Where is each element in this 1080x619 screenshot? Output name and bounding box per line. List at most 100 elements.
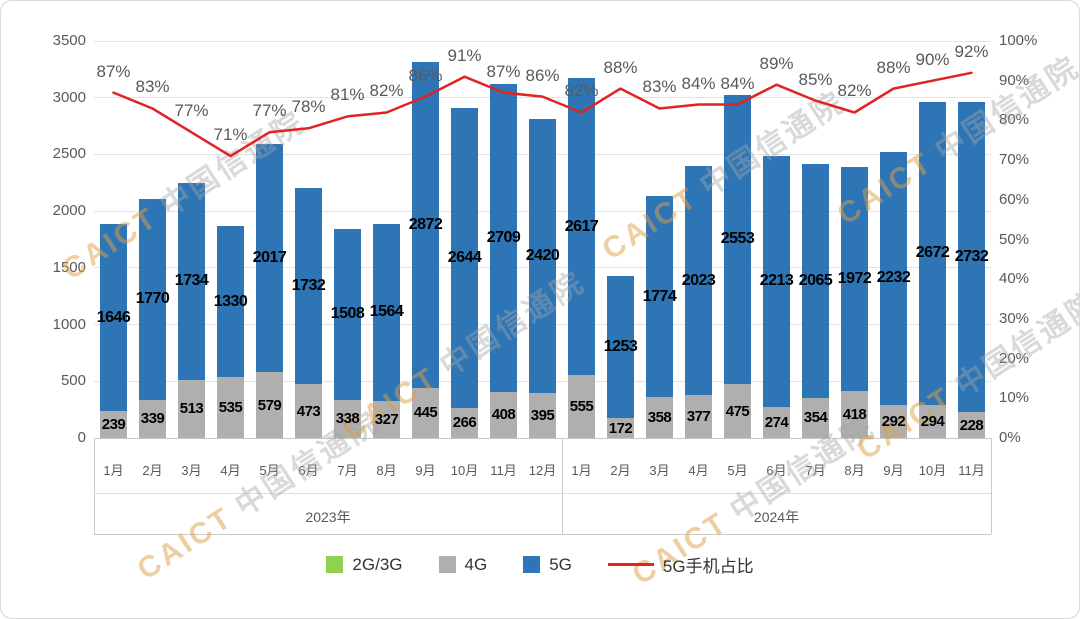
bar-label-4g: 377: [686, 408, 711, 426]
bar-label-4g: 338: [335, 410, 360, 428]
bar-4g-segment: [451, 407, 478, 438]
bar-label-4g: 408: [491, 406, 516, 424]
bar-4g-segment: [100, 410, 127, 438]
bar-label-4g: 579: [257, 396, 282, 414]
legend-item-5g-share: 5G手机占比: [607, 552, 754, 577]
x-axis-month-label: 10月: [918, 463, 947, 478]
bar-label-4g: 445: [413, 404, 438, 422]
x-axis-bottom-line: [94, 534, 991, 535]
x-axis-month-label: 11月: [958, 463, 985, 478]
bar-label-5g: 1646: [96, 308, 131, 326]
bar-label-4g: 239: [101, 415, 126, 433]
bar-label-5g: 2732: [954, 248, 989, 266]
bar-label-4g: 555: [569, 398, 594, 416]
bar-5g-segment: [529, 118, 556, 394]
bar-4g-segment: [763, 406, 790, 438]
bar-label-5g: 2644: [447, 248, 482, 266]
bar-label-5g: 1564: [369, 303, 404, 321]
y-axis-left-tick: 0: [77, 429, 86, 446]
pct-label: 90%: [915, 49, 950, 69]
legend-item-5g: 5G: [523, 555, 572, 575]
bar-label-5g: 2213: [759, 272, 794, 290]
y-axis-right-tick: 100%: [999, 32, 1038, 49]
pct-label: 82%: [837, 81, 872, 101]
bar-4g-segment: [646, 397, 673, 438]
bar-4g-segment: [295, 384, 322, 438]
bar-4g-segment: [841, 390, 868, 438]
bar-5g-segment: [100, 224, 127, 411]
x-axis-month-label: 7月: [805, 463, 826, 478]
x-axis-separator: [561, 438, 563, 534]
bar-5g-segment: [880, 151, 907, 405]
bar-5g-segment: [451, 107, 478, 408]
legend-item-2g3g: 2G/3G: [326, 555, 403, 575]
y-axis-left-tick: 2500: [52, 145, 86, 163]
bar-label-5g: 2553: [720, 230, 755, 248]
bar-label-5g: 2420: [525, 246, 560, 264]
bar-label-4g: 172: [608, 419, 633, 437]
bar-5g-segment: [334, 228, 361, 400]
x-axis-month-label: 2月: [610, 463, 631, 478]
bar-label-5g: 1972: [837, 269, 872, 287]
x-axis-month-label: 4月: [688, 463, 709, 478]
pct-label: 77%: [174, 101, 209, 121]
x-axis-divider: [94, 493, 991, 494]
y-axis-right-tick: 10%: [999, 389, 1030, 407]
bar-4g-segment: [724, 384, 751, 438]
bar-label-4g: 354: [803, 409, 828, 427]
pct-label: 88%: [603, 57, 638, 77]
legend-label-5g-share: 5G手机占比: [662, 557, 754, 576]
bar-label-5g: 2017: [252, 248, 287, 266]
y-axis-left-tick: 1500: [52, 258, 86, 276]
bar-4g-segment: [529, 393, 556, 438]
x-axis-month-label: 2月: [142, 463, 163, 478]
x-axis-month-label: 8月: [376, 463, 397, 478]
legend-swatch-2g3g: [326, 556, 344, 573]
bar-5g-segment: [802, 163, 829, 398]
bar-label-4g: 327: [374, 410, 399, 428]
bar-5g-segment: [841, 166, 868, 391]
x-axis-month-label: 3月: [181, 463, 202, 478]
pct-label: 84%: [720, 73, 755, 93]
bar-4g-segment: [880, 404, 907, 438]
y-axis-right-tick: 40%: [999, 270, 1030, 288]
bar-4g-segment: [412, 387, 439, 438]
bar-label-5g: 1330: [213, 292, 248, 310]
x-axis-month-label: 3月: [649, 463, 670, 478]
bar-label-5g: 1732: [291, 277, 326, 295]
bar-label-5g: 2065: [798, 271, 833, 289]
bar-5g-segment: [139, 198, 166, 400]
gridline: [94, 40, 991, 42]
x-axis-month-label: 11月: [490, 463, 517, 478]
y-axis-right-tick: 20%: [999, 349, 1030, 367]
bar-label-5g: 1508: [330, 305, 365, 323]
bar-label-4g: 473: [296, 402, 321, 420]
x-axis-month-label: 4月: [220, 463, 241, 478]
pct-label: 86%: [408, 65, 443, 85]
bar-label-4g: 292: [881, 412, 906, 430]
x-axis-month-label: 10月: [450, 463, 479, 478]
legend-line-sample: [607, 563, 654, 566]
x-axis-month-label: 12月: [528, 463, 557, 478]
bar-4g-segment: [373, 400, 400, 438]
bar-label-4g: 535: [218, 399, 243, 417]
legend-label-4g: 4G: [464, 554, 488, 574]
legend-swatch-4g: [438, 556, 456, 573]
pct-label: 91%: [447, 45, 482, 65]
legend: 2G/3G 4G 5G 5G手机占比: [1, 552, 1079, 577]
x-axis-month-label: 5月: [259, 463, 280, 478]
bar-4g-segment: [802, 397, 829, 438]
bar-label-4g: 274: [764, 413, 789, 431]
bar-4g-segment: [685, 395, 712, 438]
bar-5g-segment: [763, 155, 790, 407]
bar-label-5g: 2672: [915, 244, 950, 262]
y-axis-left-tick: 3500: [52, 32, 86, 49]
x-axis-month-label: 1月: [571, 463, 592, 478]
x-axis-month-label: 1月: [103, 463, 124, 478]
pct-label: 71%: [213, 125, 248, 145]
bar-5g-segment: [217, 226, 244, 378]
y-axis-right-tick: 90%: [999, 71, 1030, 89]
bar-label-4g: 358: [647, 409, 672, 427]
